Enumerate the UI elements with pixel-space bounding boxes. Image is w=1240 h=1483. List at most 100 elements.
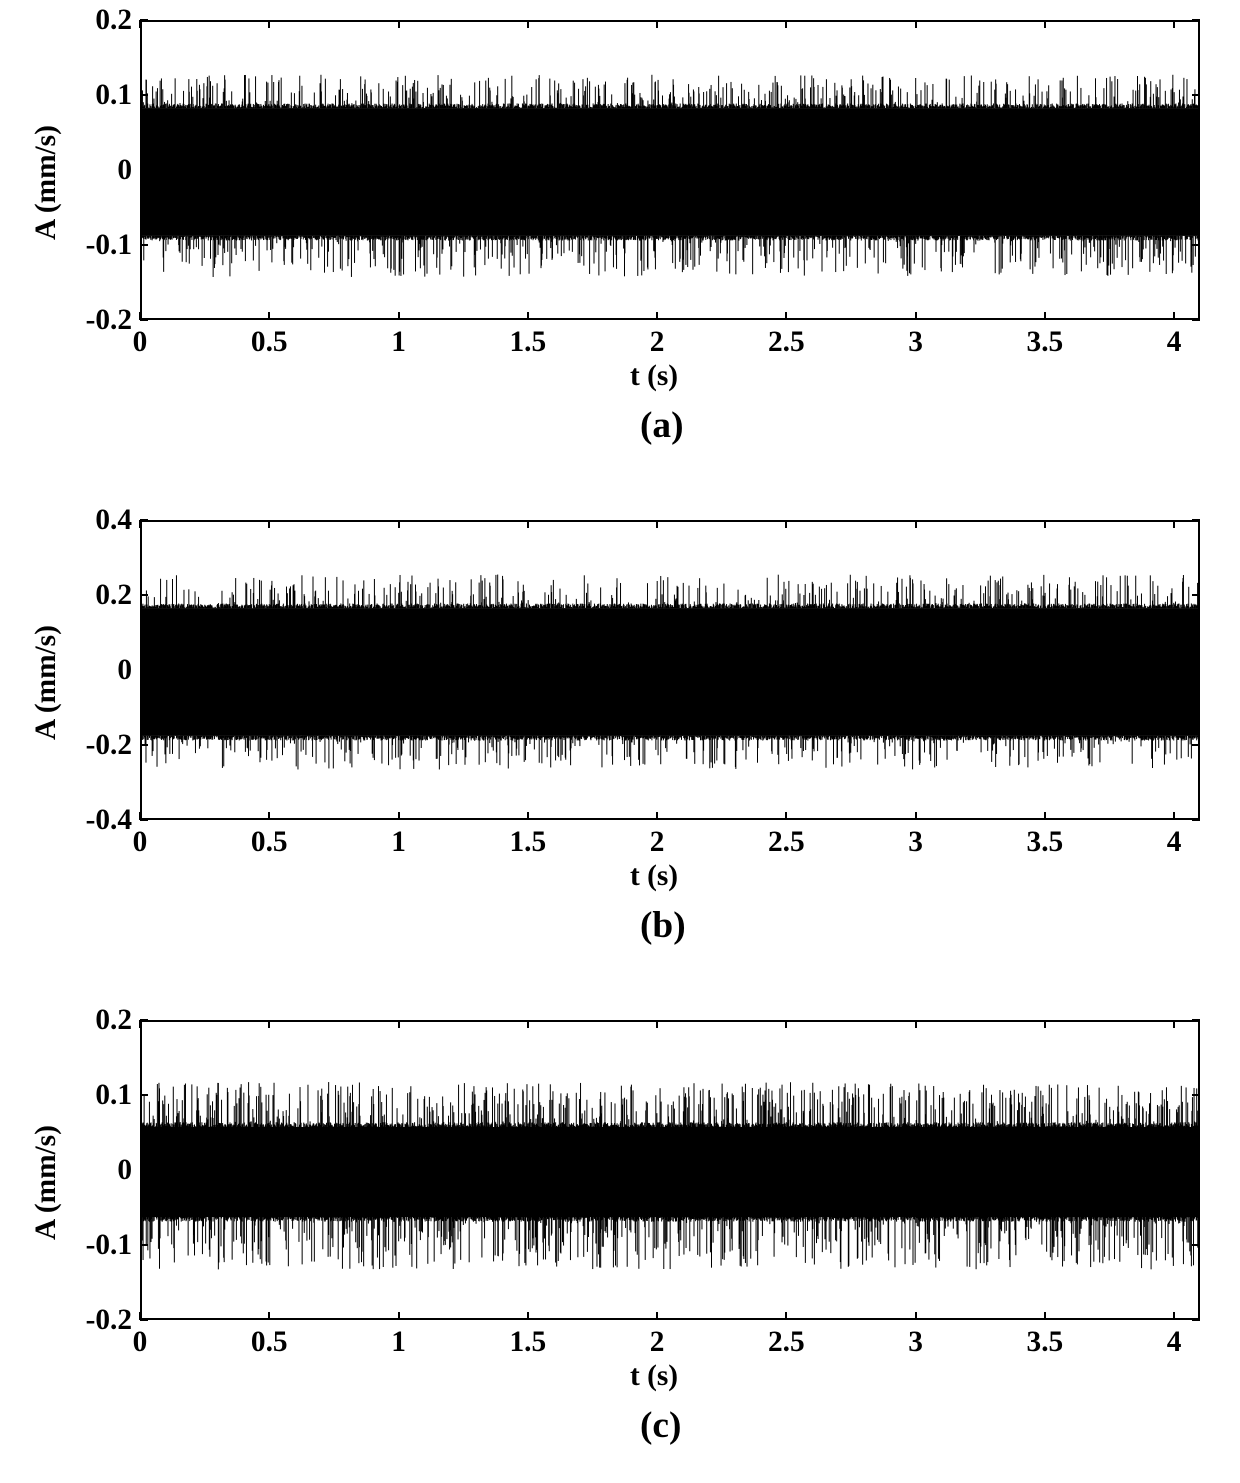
signal-a xyxy=(142,22,1200,320)
xtick-label: 2 xyxy=(617,326,697,359)
xtick-label: 0.5 xyxy=(229,1326,309,1359)
ytick-label: 0.2 xyxy=(62,579,132,612)
xlabel-b: t (s) xyxy=(630,860,678,893)
ytick-label: -0.1 xyxy=(62,1229,132,1262)
ytick-mark-right xyxy=(1192,1244,1200,1246)
xtick-mark-top xyxy=(1173,1020,1175,1028)
xtick-mark-top xyxy=(1044,20,1046,28)
xtick-mark-top xyxy=(527,520,529,528)
xtick-label: 1.5 xyxy=(488,326,568,359)
ytick-mark xyxy=(140,819,148,821)
xtick-label: 2 xyxy=(617,1326,697,1359)
xtick-mark-top xyxy=(139,1020,141,1028)
xtick-mark xyxy=(656,312,658,320)
xtick-label: 1 xyxy=(359,326,439,359)
ytick-mark-right xyxy=(1192,94,1200,96)
ytick-mark xyxy=(140,244,148,246)
ytick-mark xyxy=(140,519,148,521)
xtick-label: 4 xyxy=(1134,826,1214,859)
xtick-label: 2.5 xyxy=(746,1326,826,1359)
xtick-label: 2.5 xyxy=(746,826,826,859)
xtick-mark-top xyxy=(915,520,917,528)
ytick-label: 0.2 xyxy=(62,1004,132,1037)
xtick-mark-top xyxy=(268,1020,270,1028)
ytick-mark-right xyxy=(1192,744,1200,746)
xtick-mark-top xyxy=(1044,1020,1046,1028)
ytick-label: 0 xyxy=(62,654,132,687)
subtitle-a: (a) xyxy=(640,404,684,447)
xtick-mark xyxy=(268,312,270,320)
ytick-label: 0.2 xyxy=(62,4,132,37)
xtick-mark xyxy=(915,812,917,820)
ytick-mark-right xyxy=(1192,1319,1200,1321)
xtick-mark-top xyxy=(398,20,400,28)
plot-box-a xyxy=(140,20,1200,320)
xtick-label: 1 xyxy=(359,826,439,859)
xtick-mark xyxy=(1044,812,1046,820)
xtick-label: 3.5 xyxy=(1005,1326,1085,1359)
xtick-mark-top xyxy=(1044,520,1046,528)
ylabel-a: A (mm/s) xyxy=(30,125,63,240)
subtitle-b: (b) xyxy=(640,904,686,947)
figure: 0 0.5 1 1.5 2 2.5 3 3.5 4 -0.2 -0.1 0 0.1 0.2 t (s) A (… xyxy=(0,0,1240,1483)
ylabel-b: A (mm/s) xyxy=(30,625,63,740)
xtick-mark xyxy=(656,812,658,820)
subtitle-c: (c) xyxy=(640,1404,681,1447)
xtick-mark-top xyxy=(656,20,658,28)
ytick-mark-right xyxy=(1192,594,1200,596)
xtick-mark xyxy=(1173,812,1175,820)
xtick-mark xyxy=(785,1312,787,1320)
xtick-mark xyxy=(268,812,270,820)
xtick-mark-top xyxy=(785,1020,787,1028)
ytick-label: -0.2 xyxy=(62,729,132,762)
ytick-label: 0.1 xyxy=(62,79,132,112)
ytick-label: 0 xyxy=(62,154,132,187)
ytick-mark-right xyxy=(1192,1169,1200,1171)
ytick-mark-right xyxy=(1192,519,1200,521)
xtick-mark-top xyxy=(915,1020,917,1028)
ytick-mark-right xyxy=(1192,1019,1200,1021)
xtick-label: 1 xyxy=(359,1326,439,1359)
ytick-mark xyxy=(140,669,148,671)
xtick-mark-top xyxy=(139,520,141,528)
xtick-mark xyxy=(527,1312,529,1320)
xtick-mark xyxy=(398,312,400,320)
xtick-mark-top xyxy=(527,20,529,28)
ytick-label: 0.1 xyxy=(62,1079,132,1112)
ytick-mark xyxy=(140,19,148,21)
ytick-mark xyxy=(140,744,148,746)
xtick-label: 3 xyxy=(876,326,956,359)
ytick-mark xyxy=(140,1094,148,1096)
xtick-mark-top xyxy=(785,20,787,28)
xtick-mark xyxy=(268,1312,270,1320)
xtick-label: 3.5 xyxy=(1005,326,1085,359)
signal-b xyxy=(142,522,1200,820)
xtick-label: 3 xyxy=(876,826,956,859)
xtick-label: 1.5 xyxy=(488,826,568,859)
ytick-mark-right xyxy=(1192,319,1200,321)
ytick-mark xyxy=(140,169,148,171)
ytick-label: 0 xyxy=(62,1154,132,1187)
xtick-label: 4 xyxy=(1134,326,1214,359)
xtick-mark xyxy=(1044,1312,1046,1320)
ytick-label: -0.2 xyxy=(62,1304,132,1337)
ytick-mark xyxy=(140,1319,148,1321)
xtick-mark xyxy=(656,1312,658,1320)
xtick-label: 0.5 xyxy=(229,826,309,859)
xtick-mark xyxy=(398,812,400,820)
plot-box-c xyxy=(140,1020,1200,1320)
xtick-label: 3.5 xyxy=(1005,826,1085,859)
signal-c xyxy=(142,1022,1200,1320)
xtick-mark xyxy=(785,812,787,820)
ytick-mark xyxy=(140,1244,148,1246)
ytick-label: -0.4 xyxy=(62,804,132,837)
xtick-mark xyxy=(1173,1312,1175,1320)
xtick-mark xyxy=(915,312,917,320)
xtick-mark-top xyxy=(656,520,658,528)
ytick-label: -0.1 xyxy=(62,229,132,262)
ytick-mark xyxy=(140,1169,148,1171)
xtick-mark-top xyxy=(268,20,270,28)
xtick-mark-top xyxy=(1173,20,1175,28)
ytick-mark xyxy=(140,1019,148,1021)
ytick-label: 0.4 xyxy=(62,504,132,537)
